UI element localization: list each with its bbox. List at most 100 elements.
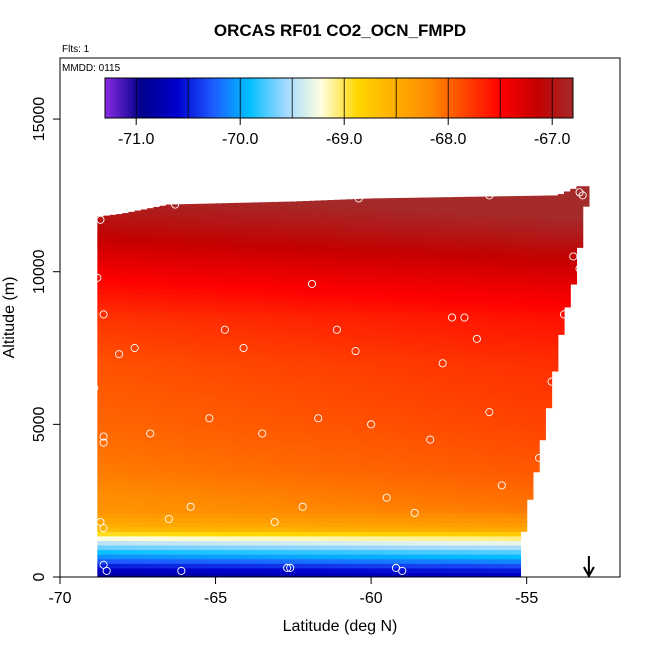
- field-cell: [228, 228, 235, 235]
- field-cell: [352, 334, 360, 340]
- field-cell: [246, 302, 254, 308]
- field-cell: [140, 233, 148, 239]
- field-cell: [172, 219, 179, 225]
- field-cell: [134, 375, 142, 381]
- field-cell: [333, 572, 341, 577]
- field-cell: [165, 334, 173, 340]
- field-cell: [134, 366, 142, 372]
- field-cell: [221, 485, 229, 491]
- field-cell: [134, 444, 142, 450]
- field-cell: [203, 567, 210, 574]
- field-cell: [246, 370, 254, 377]
- field-cell: [128, 457, 136, 464]
- field-cell: [240, 320, 248, 326]
- field-cell: [308, 407, 316, 413]
- field-cell: [352, 494, 360, 500]
- field-cell: [321, 485, 329, 491]
- field-cell: [371, 283, 378, 290]
- field-cell: [308, 522, 316, 528]
- field-cell: [165, 384, 173, 390]
- field-cell: [315, 206, 322, 212]
- field-cell: [196, 425, 204, 432]
- field-cell: [340, 467, 347, 473]
- field-cell: [302, 526, 310, 532]
- field-cell: [427, 210, 434, 216]
- field-cell: [172, 494, 179, 500]
- field-cell: [408, 288, 416, 294]
- field-cell: [346, 325, 354, 331]
- field-cell: [402, 197, 410, 203]
- field-cell: [439, 512, 447, 519]
- field-cell: [402, 554, 410, 560]
- field-cell: [308, 242, 316, 248]
- field-cell: [439, 416, 447, 422]
- field-cell: [458, 512, 466, 519]
- field-cell: [427, 467, 434, 473]
- field-cell: [315, 384, 322, 390]
- field-cell: [327, 457, 335, 464]
- field-cell: [172, 348, 179, 354]
- field-cell: [271, 412, 279, 418]
- field-cell: [271, 380, 279, 386]
- field-cell: [153, 439, 161, 445]
- field-cell: [159, 288, 167, 294]
- field-cell: [116, 535, 123, 541]
- field-cell: [252, 256, 260, 262]
- field-cell: [159, 238, 167, 244]
- field-cell: [134, 238, 142, 244]
- field-cell: [327, 320, 335, 326]
- field-cell: [196, 393, 204, 399]
- field-cell: [427, 393, 434, 399]
- field-cell: [228, 348, 235, 354]
- field-cell: [439, 494, 447, 500]
- field-cell: [464, 494, 472, 500]
- field-cell: [134, 311, 142, 317]
- field-cell: [277, 279, 285, 285]
- field-cell: [383, 251, 391, 258]
- field-cell: [315, 439, 322, 445]
- field-cell: [184, 343, 192, 349]
- field-cell: [327, 251, 335, 258]
- field-cell: [103, 540, 111, 546]
- field-cell: [246, 508, 254, 514]
- field-cell: [452, 503, 459, 509]
- field-cell: [445, 375, 453, 381]
- field-cell: [165, 338, 173, 345]
- field-cell: [172, 256, 179, 262]
- field-cell: [396, 293, 403, 299]
- field-cell: [184, 325, 192, 331]
- field-cell: [252, 540, 260, 546]
- field-cell: [184, 311, 192, 317]
- field-cell: [346, 256, 354, 262]
- field-cell: [464, 435, 472, 441]
- field-cell: [190, 306, 198, 312]
- field-cell: [333, 503, 341, 509]
- field-cell: [427, 228, 434, 235]
- field-cell: [383, 554, 391, 560]
- field-cell: [439, 302, 447, 308]
- field-cell: [402, 494, 410, 500]
- field-cell: [97, 444, 105, 450]
- field-cell: [109, 402, 117, 409]
- field-cell: [358, 352, 366, 358]
- field-cell: [203, 467, 210, 473]
- field-cell: [414, 228, 422, 235]
- field-cell: [402, 467, 410, 473]
- field-cell: [284, 535, 291, 541]
- field-cell: [284, 572, 291, 577]
- field-cell: [215, 219, 223, 225]
- field-cell: [364, 279, 372, 285]
- field-cell: [109, 389, 117, 395]
- field-cell: [445, 210, 453, 216]
- field-cell: [271, 293, 279, 299]
- field-cell: [458, 554, 466, 560]
- field-cell: [458, 540, 466, 546]
- field-cell: [234, 416, 242, 422]
- field-cell: [427, 480, 434, 487]
- field-cell: [128, 554, 136, 560]
- field-cell: [240, 485, 248, 491]
- field-cell: [327, 425, 335, 432]
- field-cell: [464, 567, 472, 574]
- field-cell: [259, 370, 266, 377]
- field-cell: [308, 247, 316, 253]
